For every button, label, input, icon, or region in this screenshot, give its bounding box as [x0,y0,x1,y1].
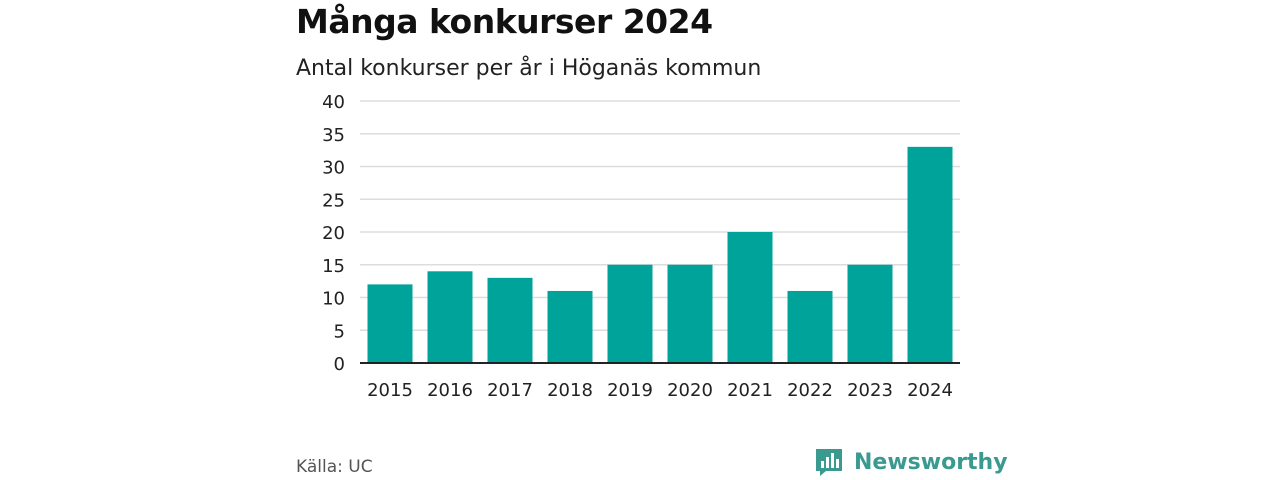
source-note: Källa: UC [296,457,373,477]
x-tick-label: 2019 [607,380,653,401]
y-tick-label: 10 [322,289,345,310]
y-tick-label: 5 [334,321,345,342]
bar [727,232,773,363]
y-axis-ticks: 0 5 10 15 20 25 30 35 40 [322,92,345,375]
bar [787,290,833,363]
y-tick-label: 20 [322,223,345,244]
gridlines [360,100,960,331]
bar-chart-speech-bubble-icon [816,449,842,476]
newsworthy-logo[interactable]: Newsworthy [814,447,1008,477]
x-tick-label: 2023 [847,380,893,401]
x-tick-label: 2018 [547,380,593,401]
bars [367,146,953,363]
bar [667,264,713,363]
x-tick-label: 2016 [427,380,473,401]
chart-title: Många konkurser 2024 [296,2,713,41]
x-tick-label: 2024 [907,380,953,401]
x-tick-label: 2021 [727,380,773,401]
brand-name: Newsworthy [854,449,1008,475]
y-tick-label: 15 [322,256,345,277]
chart-subtitle: Antal konkurser per år i Höganäs kommun [296,56,762,81]
x-tick-label: 2020 [667,380,713,401]
bar [547,290,593,363]
x-tick-label: 2022 [787,380,833,401]
y-tick-label: 0 [334,354,345,375]
y-tick-label: 35 [322,125,345,146]
bar [427,271,473,363]
x-axis-ticks: 2015 2016 2017 2018 2019 2020 2021 2022 2023 2024 [367,380,953,401]
bar [367,284,413,363]
x-tick-label: 2015 [367,380,413,401]
y-tick-label: 25 [322,190,345,211]
bar [487,277,533,363]
x-tick-label: 2017 [487,380,533,401]
bar [907,146,953,363]
bar-chart: 0 5 10 15 20 25 30 35 40 2015 2016 2017 2018 2019 202… [322,92,960,401]
y-tick-label: 30 [322,158,345,179]
bar [607,264,653,363]
y-tick-label: 40 [322,92,345,113]
bar [847,264,893,363]
